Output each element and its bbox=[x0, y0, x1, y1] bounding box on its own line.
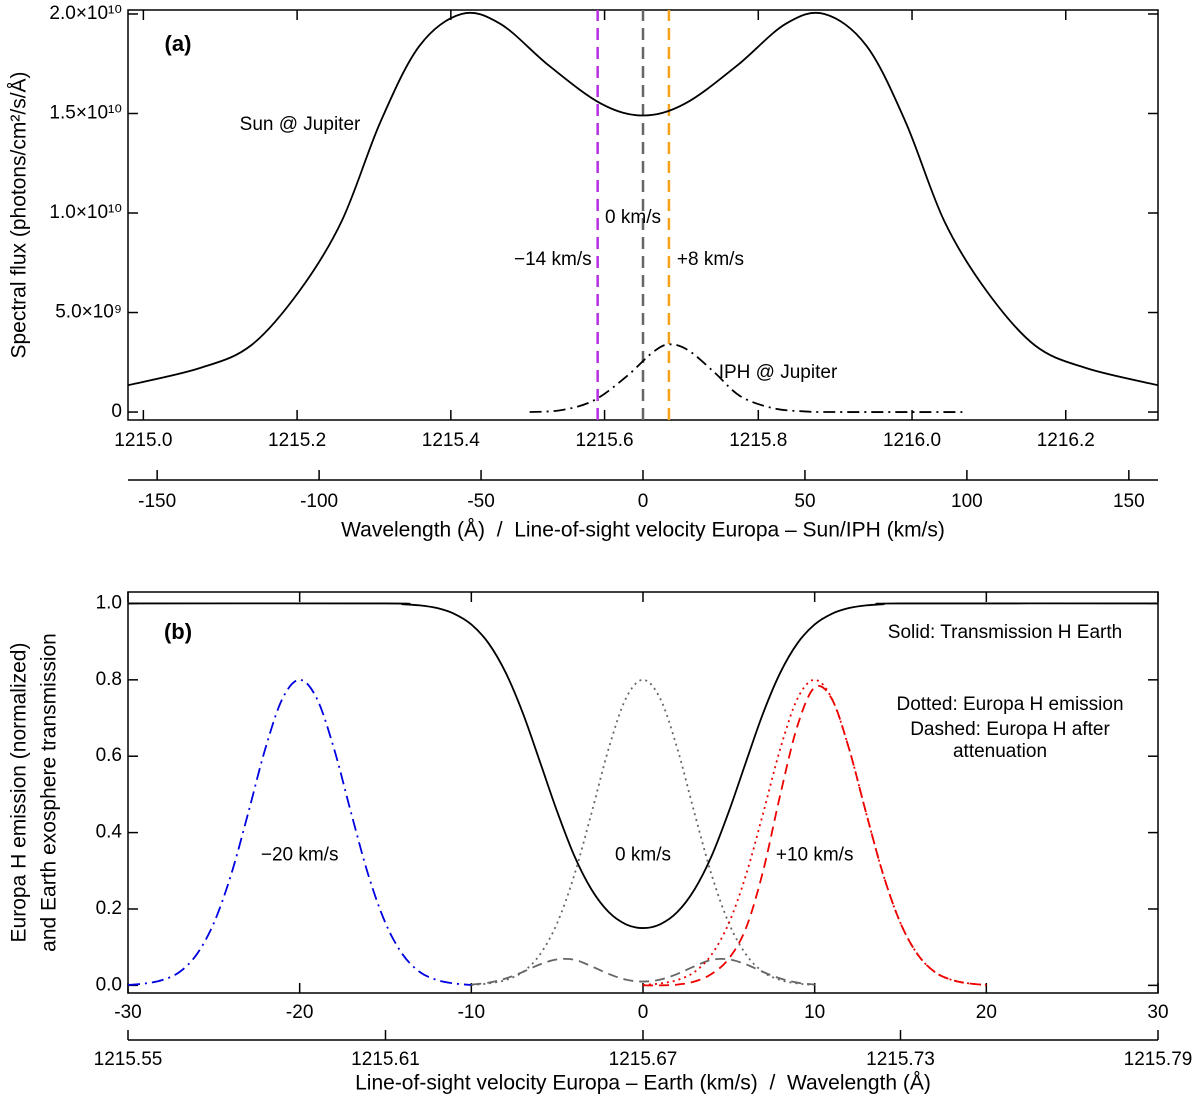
series-line bbox=[471, 957, 815, 986]
x-axis-title: Wavelength (Å) / Line-of-sight velocity … bbox=[341, 519, 945, 542]
reference-label: 0 km/s bbox=[605, 207, 661, 228]
y-tick-label: 1.0 bbox=[96, 592, 122, 613]
x2-tick-label: 150 bbox=[1113, 491, 1145, 512]
series-line bbox=[471, 678, 815, 986]
y-axis-title: and Earth exosphere transmission bbox=[38, 633, 61, 952]
x-tick-label: 1215.0 bbox=[114, 430, 172, 451]
x-tick-label: 20 bbox=[976, 1002, 997, 1023]
series-line bbox=[642, 685, 987, 987]
y-tick-label: 5.0×10⁹ bbox=[55, 302, 122, 323]
x2-tick-label: 50 bbox=[794, 491, 815, 512]
note: Dotted: Europa H emission bbox=[896, 694, 1123, 715]
y-tick-label: 0.0 bbox=[96, 974, 122, 995]
panel-label: (a) bbox=[165, 31, 192, 56]
x2-tick-label: 0 bbox=[638, 491, 649, 512]
reference-label: −14 km/s bbox=[514, 249, 592, 270]
x-tick-label: 1215.2 bbox=[268, 430, 326, 451]
x-tick-label: 30 bbox=[1147, 1002, 1168, 1023]
series-label: −20 km/s bbox=[261, 845, 339, 866]
x-tick-label: 1215.8 bbox=[729, 430, 787, 451]
x-axis-title: Line-of-sight velocity Europa – Earth (k… bbox=[355, 1072, 931, 1095]
series-label: +10 km/s bbox=[776, 845, 854, 866]
x-tick-label: -30 bbox=[114, 1002, 141, 1023]
x2-tick-label: -50 bbox=[467, 491, 494, 512]
x-tick-label: 1216.2 bbox=[1037, 430, 1095, 451]
x2-tick-label: 1215.67 bbox=[609, 1049, 678, 1070]
y-tick-label: 1.5×10¹⁰ bbox=[49, 103, 122, 124]
plot-frame bbox=[127, 591, 1159, 994]
x2-tick-label: 1215.61 bbox=[351, 1049, 420, 1070]
y-axis-title: Europa H emission (normalized) bbox=[8, 643, 31, 943]
note: Solid: Transmission H Earth bbox=[888, 622, 1122, 643]
y-tick-label: 0.2 bbox=[96, 898, 122, 919]
series-label: 0 km/s bbox=[615, 845, 671, 866]
reference-label: +8 km/s bbox=[677, 249, 744, 270]
x2-tick-label: -150 bbox=[138, 491, 176, 512]
panel-label: (b) bbox=[164, 619, 192, 644]
y-tick-label: 1.0×10¹⁰ bbox=[49, 202, 122, 223]
x2-tick-label: 1215.55 bbox=[94, 1049, 163, 1070]
note: Dashed: Europa H after bbox=[910, 719, 1110, 740]
x-tick-label: 0 bbox=[638, 1002, 649, 1023]
y-tick-label: 2.0×10¹⁰ bbox=[49, 3, 122, 24]
x2-tick-label: 100 bbox=[951, 491, 983, 512]
x2-tick-label: 1215.73 bbox=[866, 1049, 935, 1070]
x-tick-label: -10 bbox=[458, 1002, 485, 1023]
x2-tick-label: -100 bbox=[300, 491, 338, 512]
y-tick-label: 0.8 bbox=[96, 669, 122, 690]
series-line bbox=[127, 602, 1159, 929]
series-line bbox=[529, 343, 967, 413]
y-tick-label: 0.6 bbox=[96, 745, 122, 766]
series-label: IPH @ Jupiter bbox=[719, 362, 838, 383]
x2-tick-label: 1215.79 bbox=[1124, 1049, 1193, 1070]
y-tick-label: 0 bbox=[111, 401, 122, 422]
y-tick-label: 0.4 bbox=[96, 822, 123, 843]
x-tick-label: -20 bbox=[286, 1002, 313, 1023]
x-tick-label: 1216.0 bbox=[883, 430, 941, 451]
x-tick-label: 10 bbox=[804, 1002, 825, 1023]
x-tick-label: 1215.6 bbox=[576, 430, 634, 451]
x-tick-label: 1215.4 bbox=[422, 430, 481, 451]
series-line bbox=[127, 678, 472, 986]
series-line bbox=[127, 11, 1159, 387]
note: attenuation bbox=[953, 741, 1047, 762]
series-label: Sun @ Jupiter bbox=[240, 114, 361, 135]
y-axis-title: Spectral flux (photons/cm²/s/Å) bbox=[8, 71, 31, 358]
